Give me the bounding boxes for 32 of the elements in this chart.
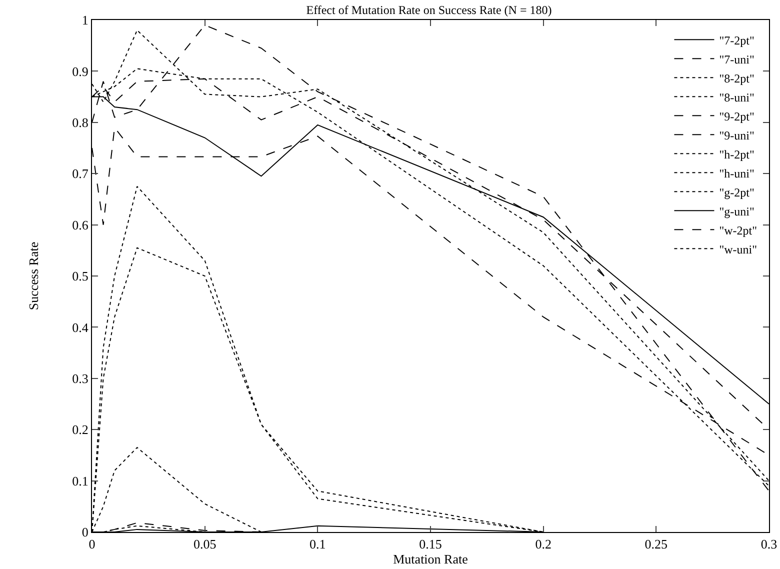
legend-label: "g-uni" xyxy=(719,204,754,218)
y-tick-label: 0.4 xyxy=(72,320,89,335)
legend-label: "9-uni" xyxy=(719,128,754,142)
y-tick-label: 0.3 xyxy=(72,370,88,386)
x-axis-title: Mutation Rate xyxy=(393,552,468,567)
y-tick-label: 0.1 xyxy=(72,473,88,488)
y-tick-label: 0 xyxy=(82,524,88,540)
legend-label: "8-2pt" xyxy=(719,71,754,86)
x-tick-label: 0.2 xyxy=(535,536,552,552)
y-tick-label: 1 xyxy=(82,12,88,28)
x-tick-label: 0.1 xyxy=(310,536,326,552)
y-tick-label: 0.9 xyxy=(72,64,88,79)
x-tick-label: 0.25 xyxy=(644,536,668,552)
y-axis-title: Success Rate xyxy=(26,242,42,310)
chart-title: Effect of Mutation Rate on Success Rate (N = 180) xyxy=(306,3,552,18)
y-tick-label: 0.2 xyxy=(72,422,88,438)
legend-label: "9-2pt" xyxy=(719,109,754,124)
x-tick-label: 0.05 xyxy=(193,536,216,552)
y-tick-label: 0.8 xyxy=(72,114,88,130)
legend-label: "w-2pt" xyxy=(719,223,758,238)
y-tick-label: 0.6 xyxy=(72,217,89,232)
legend-label: "8-uni" xyxy=(719,90,754,104)
y-tick-label: 0.7 xyxy=(72,166,89,182)
y-tick-label: 0.5 xyxy=(72,268,88,284)
legend-label: "w-uni" xyxy=(719,242,758,256)
legend-label: "h-2pt" xyxy=(719,147,754,162)
x-tick-label: 0.15 xyxy=(419,536,442,552)
legend-label: "g-2pt" xyxy=(719,185,754,200)
legend-label: "h-uni" xyxy=(719,166,754,180)
legend-label: "7-uni" xyxy=(719,52,754,66)
x-tick-label: 0.3 xyxy=(760,536,778,552)
legend-label: "7-2pt" xyxy=(719,33,754,48)
